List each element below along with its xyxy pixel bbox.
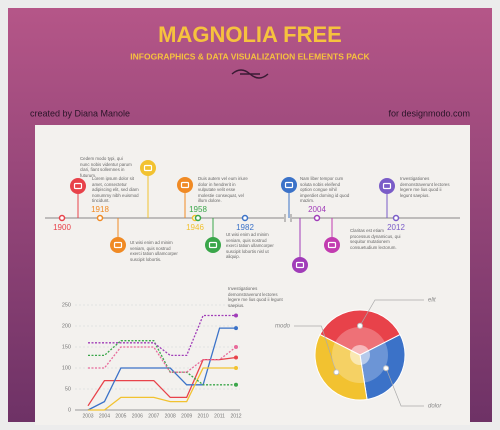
year-label: 1958 xyxy=(189,205,207,214)
credit-left: created by Diana Manole xyxy=(30,108,130,118)
pie-label: dolor xyxy=(428,404,442,410)
icon-glyph xyxy=(382,182,392,190)
icon xyxy=(70,178,86,194)
year-label: 1900 xyxy=(53,223,71,232)
icon xyxy=(379,178,395,194)
item-text: Lorem ipsum dolor sit amet, consectetur … xyxy=(92,176,139,204)
leader-line xyxy=(294,325,337,373)
ornament xyxy=(231,69,269,79)
icon-glyph xyxy=(295,261,305,269)
icon xyxy=(205,237,221,253)
item-text: Nam liber tempor cum soluta nobis eleife… xyxy=(300,176,350,204)
year-marker xyxy=(241,214,249,222)
year-marker xyxy=(58,214,66,222)
item-text: Ut wisi enim ad minim veniam, quis nostr… xyxy=(130,240,178,262)
icon-glyph xyxy=(73,182,83,190)
year-marker xyxy=(392,214,400,222)
series-line xyxy=(88,340,236,386)
pie-slice xyxy=(359,333,406,401)
pie-slice xyxy=(314,333,368,401)
icon-glyph xyxy=(113,241,123,249)
x-tick-label: 2010 xyxy=(198,413,209,419)
series-line xyxy=(88,314,236,357)
item-text: Claritas est etiam processus dynamicus, … xyxy=(350,228,401,250)
icon-glyph xyxy=(284,181,294,189)
y-tick-label: 150 xyxy=(62,344,71,350)
series-line xyxy=(88,346,237,373)
end-dot xyxy=(234,326,238,331)
pie-label: modo xyxy=(275,324,291,330)
timeline-break xyxy=(284,214,292,222)
pie-label: elit xyxy=(428,298,436,304)
icon xyxy=(110,237,126,253)
year-marker xyxy=(96,214,104,222)
year-label: 1982 xyxy=(236,223,254,232)
leader-dot xyxy=(357,322,363,329)
year-label: 2012 xyxy=(387,223,405,232)
year-label: 1918 xyxy=(91,205,109,214)
year-marker xyxy=(313,214,321,222)
y-tick-label: 0 xyxy=(68,407,71,413)
x-tick-label: 2011 xyxy=(214,413,225,419)
item-text: Cedem modo typi, qui nunc nobis videntur… xyxy=(80,156,132,178)
subtitle: INFOGRAPHICS & DATA VISUALIZATION ELEMEN… xyxy=(130,51,370,61)
x-tick-label: 2008 xyxy=(165,413,176,419)
item-text: Investigationes demonstraverunt lectores… xyxy=(400,176,450,198)
icon-glyph xyxy=(180,181,190,189)
icon-glyph xyxy=(143,164,153,172)
icon xyxy=(177,177,193,193)
x-tick-label: 2006 xyxy=(132,413,143,419)
icon xyxy=(292,257,308,273)
title: MAGNOLIA FREE xyxy=(158,22,342,47)
icon xyxy=(324,237,340,253)
end-dot xyxy=(234,345,238,349)
leader-dot xyxy=(333,369,340,376)
icon-glyph xyxy=(208,241,218,249)
x-tick-label: 2007 xyxy=(148,413,159,419)
leader-line xyxy=(385,368,424,407)
y-tick-label: 50 xyxy=(65,386,71,392)
end-dot xyxy=(234,355,238,360)
y-tick-label: 200 xyxy=(62,323,71,329)
x-tick-label: 2004 xyxy=(99,413,110,419)
series-line xyxy=(88,367,236,411)
pie-slice xyxy=(319,309,401,356)
end-dot xyxy=(234,382,238,387)
credit-right: for designmodo.com xyxy=(388,108,470,118)
icon-glyph xyxy=(327,241,337,249)
end-dot xyxy=(234,366,238,370)
x-tick-label: 2012 xyxy=(230,413,241,419)
y-tick-label: 100 xyxy=(62,365,71,371)
year-label: 2004 xyxy=(308,205,326,214)
series-line xyxy=(87,327,236,411)
item-text: Ut wisi enim ad minim veniam, quis nostr… xyxy=(226,232,274,260)
item-text: Investigationes demonstraverunt lectores… xyxy=(228,286,283,308)
icon xyxy=(140,160,156,176)
y-tick-label: 250 xyxy=(62,302,71,308)
icon xyxy=(281,177,297,193)
leader-dot xyxy=(383,365,390,372)
end-dot xyxy=(234,313,238,318)
item-text: Duis autem vel eum iriure dolor in hendr… xyxy=(198,176,248,204)
x-tick-label: 2005 xyxy=(115,413,126,419)
leader-line xyxy=(359,299,424,326)
x-tick-label: 2009 xyxy=(181,413,192,419)
year-marker xyxy=(194,214,202,222)
year-label: 1946 xyxy=(186,223,204,232)
x-tick-label: 2003 xyxy=(82,413,93,419)
pie-hole xyxy=(350,345,370,365)
